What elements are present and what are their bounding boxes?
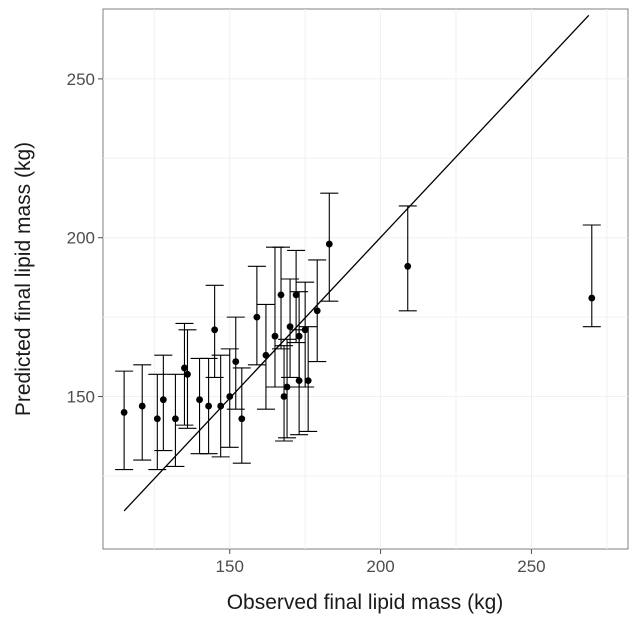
x-tick-label: 250: [517, 557, 545, 576]
data-point: [172, 415, 179, 423]
data-point: [211, 326, 219, 334]
data-point: [232, 358, 240, 365]
grid-lines: [103, 9, 628, 549]
data-point: [181, 364, 188, 372]
data-point: [404, 262, 412, 270]
y-tick-label: 250: [67, 70, 95, 89]
x-axis-title: Observed final lipid mass (kg): [227, 591, 504, 614]
data-point: [253, 313, 261, 321]
data-point: [588, 294, 596, 302]
data-point: [271, 332, 279, 340]
data-point: [120, 409, 128, 416]
data-point: [313, 307, 321, 315]
data-point: [262, 351, 270, 359]
plot-panel: [102, 8, 629, 550]
x-tick-label: 200: [366, 557, 394, 576]
data-point: [295, 377, 303, 385]
data-point: [205, 402, 213, 410]
data-point: [138, 402, 146, 410]
y-tick-label: 200: [67, 229, 95, 248]
data-point: [153, 415, 161, 423]
data-point: [184, 370, 191, 378]
y-axis-title: Predicted final lipid mass (kg): [12, 142, 35, 416]
data-marks: [115, 192, 601, 471]
data-point: [280, 393, 288, 400]
data-point: [226, 393, 234, 400]
y-tick-label: 150: [67, 388, 95, 407]
data-point: [301, 326, 309, 334]
data-point: [283, 383, 291, 391]
data-point: [159, 396, 167, 404]
data-point: [196, 396, 203, 404]
axes: 150 200 250 150 200 250: [67, 70, 546, 576]
data-point: [217, 402, 225, 410]
data-point: [292, 291, 300, 299]
data-point: [304, 377, 312, 385]
reference-line-group: [123, 14, 590, 512]
reference-line: [123, 14, 590, 512]
x-tick-label: 150: [216, 557, 244, 576]
data-point: [286, 323, 294, 331]
data-point: [325, 240, 333, 248]
data-point: [238, 415, 246, 423]
data-point: [277, 291, 285, 299]
